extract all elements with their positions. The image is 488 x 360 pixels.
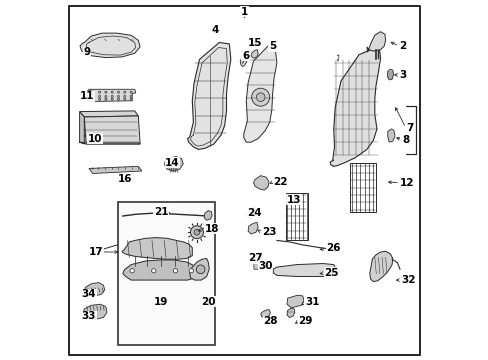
Text: 10: 10 <box>88 134 102 144</box>
Polygon shape <box>83 304 107 320</box>
Text: 21: 21 <box>153 207 168 217</box>
Polygon shape <box>89 166 142 174</box>
Circle shape <box>130 98 132 100</box>
Bar <box>118 202 215 345</box>
Text: 23: 23 <box>261 227 276 237</box>
Polygon shape <box>244 46 276 142</box>
Text: 31: 31 <box>305 297 319 307</box>
Circle shape <box>256 93 264 102</box>
Polygon shape <box>80 112 84 144</box>
Text: 34: 34 <box>81 289 96 300</box>
Polygon shape <box>240 53 247 67</box>
Text: 24: 24 <box>247 208 262 218</box>
Text: 16: 16 <box>118 174 132 184</box>
Circle shape <box>151 269 156 273</box>
Circle shape <box>104 91 107 93</box>
Polygon shape <box>204 211 212 220</box>
Text: 9: 9 <box>83 47 90 57</box>
FancyBboxPatch shape <box>253 263 261 269</box>
Polygon shape <box>187 42 230 149</box>
Text: 18: 18 <box>204 224 219 234</box>
Polygon shape <box>250 50 258 58</box>
Circle shape <box>111 95 113 98</box>
Circle shape <box>196 265 204 274</box>
Polygon shape <box>386 69 393 80</box>
Circle shape <box>98 95 101 98</box>
Polygon shape <box>329 49 380 166</box>
Circle shape <box>189 269 193 273</box>
Polygon shape <box>80 111 138 117</box>
Text: 27: 27 <box>247 253 262 264</box>
Circle shape <box>123 91 125 93</box>
Circle shape <box>92 98 94 100</box>
Polygon shape <box>84 116 140 144</box>
Polygon shape <box>286 308 294 318</box>
Text: 6: 6 <box>242 51 249 61</box>
Circle shape <box>194 229 200 235</box>
Text: 1: 1 <box>241 7 247 17</box>
Polygon shape <box>260 310 270 318</box>
Text: 32: 32 <box>400 275 415 285</box>
Polygon shape <box>87 91 91 94</box>
Text: 8: 8 <box>401 135 408 145</box>
Polygon shape <box>122 238 192 259</box>
Polygon shape <box>387 129 394 142</box>
Circle shape <box>98 98 101 100</box>
Polygon shape <box>80 33 140 58</box>
Polygon shape <box>286 295 303 308</box>
Text: 19: 19 <box>154 297 168 307</box>
Text: 13: 13 <box>286 195 301 205</box>
Text: 11: 11 <box>80 91 94 102</box>
Polygon shape <box>366 32 385 52</box>
FancyBboxPatch shape <box>253 255 262 261</box>
Circle shape <box>130 95 132 98</box>
Circle shape <box>123 98 125 100</box>
Text: 5: 5 <box>268 41 276 51</box>
Circle shape <box>251 88 269 106</box>
Circle shape <box>190 226 203 239</box>
Circle shape <box>111 91 113 93</box>
Text: 15: 15 <box>247 38 262 48</box>
Text: 22: 22 <box>273 177 287 187</box>
Circle shape <box>170 160 178 167</box>
Circle shape <box>130 91 132 93</box>
Polygon shape <box>164 157 183 171</box>
Polygon shape <box>122 260 197 280</box>
Text: 3: 3 <box>399 70 406 80</box>
Polygon shape <box>189 258 209 280</box>
Circle shape <box>92 91 94 93</box>
Text: 4: 4 <box>211 24 218 35</box>
Text: 14: 14 <box>165 158 180 168</box>
Circle shape <box>111 98 113 100</box>
Polygon shape <box>84 283 104 296</box>
Circle shape <box>117 95 120 98</box>
Circle shape <box>123 95 125 98</box>
Polygon shape <box>247 222 258 234</box>
Text: 17: 17 <box>89 247 103 257</box>
Text: 20: 20 <box>201 297 215 307</box>
Text: 12: 12 <box>399 178 414 188</box>
Text: 28: 28 <box>263 316 277 326</box>
Polygon shape <box>369 251 392 282</box>
Circle shape <box>92 95 94 98</box>
Text: 29: 29 <box>298 316 312 326</box>
Polygon shape <box>273 264 336 276</box>
Polygon shape <box>247 208 256 219</box>
Circle shape <box>98 91 101 93</box>
Circle shape <box>104 98 107 100</box>
Circle shape <box>130 269 134 273</box>
Text: 26: 26 <box>326 243 341 253</box>
Circle shape <box>104 95 107 98</box>
Circle shape <box>173 269 177 273</box>
Polygon shape <box>87 89 136 102</box>
Polygon shape <box>253 176 268 190</box>
Text: 7: 7 <box>405 123 412 133</box>
Text: 30: 30 <box>258 261 272 271</box>
Text: 25: 25 <box>324 268 338 278</box>
Text: 2: 2 <box>399 41 406 51</box>
Text: 33: 33 <box>81 311 96 321</box>
Circle shape <box>117 91 120 93</box>
Circle shape <box>117 98 120 100</box>
